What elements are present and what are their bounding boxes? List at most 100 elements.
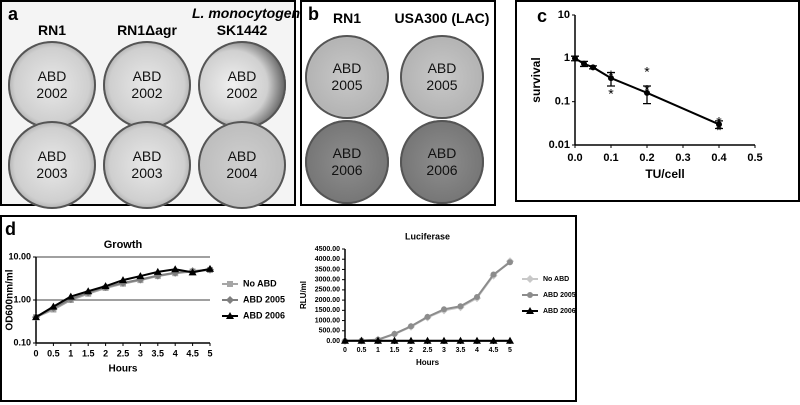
x-tick-label: 2.5: [117, 348, 130, 358]
x-tick-label: 0.2: [639, 152, 654, 164]
series-line: [344, 261, 511, 342]
data-point: [153, 267, 162, 275]
panel-label: d: [5, 219, 16, 239]
y-tick-label: 0.1: [555, 96, 570, 108]
data-point: [440, 336, 448, 344]
plate-label: ABD 2002: [226, 68, 258, 101]
column-header: USA300 (LAC): [394, 10, 490, 26]
plate-image: ABD 2005: [400, 35, 484, 119]
x-tick-label: 2: [409, 347, 413, 354]
plate-image: ABD 2002: [8, 41, 96, 129]
luciferase-chart: 0.00500.001000.001500.002000.002500.0030…: [299, 231, 576, 367]
data-point: [32, 313, 40, 321]
x-tick-label: 0.3: [675, 152, 690, 164]
data-point: *: [608, 85, 614, 101]
data-point: [608, 75, 614, 82]
x-tick-label: 5: [207, 348, 212, 358]
series-line: [35, 267, 211, 318]
survival-chart: 0.01 0.1 1 10 0.0 0.1 0.2 0.3 0.4 0.5 c TU/cell surv…: [529, 6, 762, 181]
plate-label: ABD 2005: [426, 60, 458, 93]
x-tick-label: 2.5: [423, 347, 433, 354]
legend-marker: [527, 292, 533, 298]
y-tick-label: 0.01: [549, 139, 570, 151]
data-point: [84, 287, 93, 295]
x-axis-label: TU/cell: [645, 167, 684, 181]
x-tick-label: 4.5: [489, 347, 499, 354]
x-tick-label: 2: [103, 348, 108, 358]
legend-marker: [226, 312, 234, 319]
data-point: [391, 330, 398, 337]
x-tick-label: 4.5: [186, 348, 199, 358]
x-tick-label: 0: [33, 348, 38, 358]
x-tick-label: 5: [508, 347, 512, 354]
plate-image: ABD 2005: [305, 35, 389, 119]
data-point: *: [716, 122, 722, 138]
data-point: *: [608, 67, 614, 83]
panel-c: [515, 0, 800, 202]
data-point: [572, 55, 578, 62]
data-point: [489, 336, 498, 344]
data-point: [644, 89, 650, 96]
plate-label: ABD 2002: [36, 68, 68, 101]
panel-a: a RN1 RN1Δagr SK1442 L. monocytogenes ABD 200…: [0, 0, 316, 209]
data-point: [119, 276, 127, 284]
plate-label: ABD 2005: [331, 60, 363, 93]
plate-image: ABD 2003: [103, 121, 191, 209]
data-point: [136, 272, 145, 280]
x-tick-label: 0.4: [711, 152, 727, 164]
chart-title: Growth: [104, 239, 143, 251]
y-tick-label: 10: [558, 9, 570, 21]
y-tick-label: 3000.00: [315, 277, 340, 284]
legend-label: ABD 2005: [543, 292, 576, 299]
data-point: [590, 64, 596, 71]
plate-label: ABD 2006: [331, 145, 363, 178]
x-tick-label: 1: [376, 347, 380, 354]
plate-label: ABD 2003: [36, 148, 68, 181]
column-header: RN1Δagr: [117, 22, 177, 38]
y-tick-label: 1.00: [13, 294, 31, 304]
data-point: [357, 336, 366, 344]
data-point: [490, 271, 497, 278]
data-point: [424, 313, 431, 320]
x-tick-label: 0.5: [357, 347, 367, 354]
plate-image: ABD 2002: [198, 41, 286, 129]
plate-image: ABD 2006: [400, 120, 484, 204]
plate-image: ABD 2006: [305, 120, 389, 204]
panel-label: a: [8, 4, 19, 24]
y-tick-label: 1500.00: [315, 307, 340, 314]
y-tick-label: 4000.00: [315, 256, 340, 263]
x-tick-label: 3.5: [152, 348, 165, 358]
species-label: L. monocytogenes: [192, 5, 316, 21]
y-tick-label: 0.00: [326, 338, 340, 345]
x-axis-label: Hours: [109, 364, 138, 375]
plate-image: ABD 2003: [8, 121, 96, 209]
y-axis-label: survival: [529, 57, 543, 102]
data-point: [716, 121, 722, 128]
y-axis-label: OD600nm/ml: [5, 269, 16, 330]
column-header: RN1: [332, 10, 361, 26]
data-point: [507, 259, 513, 266]
data-point: [423, 336, 432, 344]
x-tick-label: 0.5: [47, 348, 60, 358]
x-tick-label: 1.5: [390, 347, 400, 354]
data-point: [474, 294, 480, 301]
data-point: [390, 336, 399, 344]
y-tick-label: 1000.00: [315, 317, 340, 324]
data-point: [101, 282, 110, 290]
plate-label: ABD 2004: [226, 148, 258, 181]
legend-label: ABD 2006: [543, 308, 576, 315]
y-tick-label: 10.00: [8, 251, 31, 261]
legend-marker: [526, 275, 534, 283]
y-tick-label: 4500.00: [315, 246, 340, 253]
legend-label: No ABD: [543, 276, 569, 283]
panel-d: [0, 215, 577, 402]
data-point: [206, 264, 214, 272]
panel-label: c: [537, 6, 547, 26]
data-point: *: [644, 81, 650, 97]
data-point: *: [644, 63, 650, 79]
x-tick-label: 3: [138, 348, 143, 358]
x-tick-label: 0.5: [747, 152, 762, 164]
legend-marker: [227, 281, 233, 287]
legend-marker: [226, 296, 234, 304]
